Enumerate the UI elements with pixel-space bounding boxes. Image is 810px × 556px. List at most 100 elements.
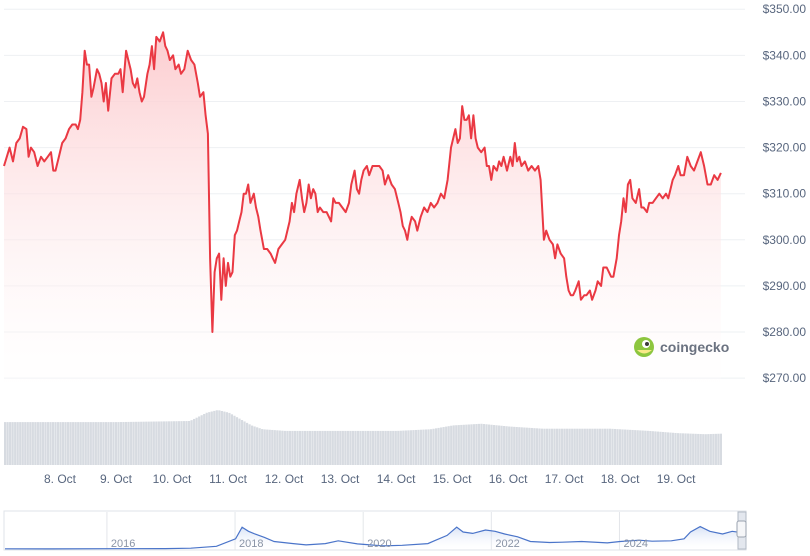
volume-bar	[215, 410, 218, 465]
volume-bar	[177, 421, 181, 465]
volume-bar	[31, 422, 34, 465]
volume-bar	[225, 412, 228, 465]
volume-bar	[634, 430, 637, 465]
volume-bar	[220, 410, 223, 465]
volume-bar	[251, 425, 254, 465]
range-navigator[interactable]: 2016 2018 2020 2022 2024	[3, 510, 747, 551]
volume-bar	[298, 430, 302, 465]
y-tick-label: $330.00	[763, 94, 807, 108]
price-area	[4, 32, 721, 393]
volume-bar	[586, 428, 589, 465]
volume-bar	[132, 421, 135, 465]
volume-bar	[573, 428, 576, 465]
volume-bar	[79, 422, 82, 465]
volume-bar	[498, 425, 501, 465]
navigator-tick-label: 2024	[623, 538, 647, 550]
volume-bar	[190, 420, 193, 465]
volume-bar	[692, 433, 695, 465]
y-tick-label: $320.00	[763, 141, 807, 155]
volume-bar	[618, 429, 622, 465]
volume-bar	[72, 422, 75, 465]
volume-bar	[195, 417, 198, 465]
volume-bar	[707, 434, 710, 465]
volume-bar	[41, 422, 45, 465]
volume-bar	[218, 410, 221, 465]
volume-bar	[452, 425, 455, 465]
volume-bar	[576, 428, 579, 465]
volume-bar	[263, 429, 266, 465]
volume-bar	[170, 421, 173, 465]
volume-bar	[697, 433, 700, 465]
volume-bar	[392, 430, 395, 465]
volume-bar	[208, 412, 211, 465]
volume-bar	[301, 430, 304, 465]
volume-bar	[89, 422, 92, 465]
volume-bar	[505, 426, 508, 465]
volume-bar	[230, 414, 234, 465]
volume-bar	[256, 427, 259, 465]
volume-bar	[681, 433, 685, 465]
volume-bar	[334, 430, 337, 465]
volume-bar	[77, 422, 80, 465]
volume-bar	[427, 429, 430, 465]
volume-bar	[558, 428, 561, 465]
volume-bar	[639, 430, 642, 465]
volume-bar	[424, 429, 428, 465]
volume-bar	[324, 430, 327, 465]
volume-bar	[364, 430, 367, 465]
volume-bar	[281, 430, 284, 465]
volume-bar	[172, 421, 176, 465]
volume-bar	[429, 429, 433, 465]
volume-bar	[543, 428, 546, 465]
volume-bar	[288, 430, 292, 465]
volume-bar	[379, 430, 382, 465]
volume-bar	[165, 421, 168, 465]
volume-bar	[588, 428, 591, 465]
volume-bar	[87, 422, 90, 465]
volume-bar	[674, 432, 677, 465]
x-tick-label: 11. Oct	[209, 472, 247, 486]
volume-bar	[238, 418, 241, 465]
volume-bar	[198, 416, 201, 465]
volume-bar	[412, 430, 415, 465]
volume-bar	[455, 425, 458, 465]
volume-bar	[712, 433, 715, 465]
volume-bar	[266, 429, 269, 465]
volume-bar	[578, 428, 581, 465]
volume-bar	[651, 431, 654, 465]
volume-bar	[243, 421, 246, 465]
x-tick-label: 14. Oct	[377, 472, 416, 486]
volume-bar	[616, 429, 619, 465]
volume-bar	[508, 426, 511, 465]
volume-bar	[432, 428, 435, 465]
volume-bar	[704, 434, 707, 465]
volume-bar	[339, 430, 342, 465]
volume-bar	[316, 430, 319, 465]
volume-bar	[92, 422, 95, 465]
volume-bar	[550, 428, 554, 465]
volume-bar	[11, 422, 14, 465]
x-tick-label: 18. Oct	[601, 472, 640, 486]
volume-bar	[359, 430, 362, 465]
volume-bar	[180, 421, 183, 465]
volume-bar	[480, 423, 483, 465]
volume-bar	[49, 422, 52, 465]
x-tick-label: 12. Oct	[265, 472, 304, 486]
volume-bar	[399, 430, 402, 465]
volume-bar	[157, 421, 160, 465]
volume-bar	[182, 421, 186, 465]
volume-bar	[117, 422, 120, 465]
volume-bar	[462, 424, 465, 465]
volume-bar	[500, 425, 503, 465]
volume-bar	[24, 422, 27, 465]
navigator-handle[interactable]	[736, 520, 747, 538]
volume-bar	[137, 421, 140, 465]
y-axis: $350.00 $340.00 $330.00 $320.00 $310.00 $300.…	[763, 2, 807, 385]
volume-bar	[621, 429, 624, 465]
volume-bar	[475, 424, 478, 465]
volume-bar	[566, 428, 569, 465]
volume-bar	[487, 424, 491, 465]
logo-wordmark: coingecko	[660, 339, 729, 355]
volume-bar	[67, 422, 70, 465]
volume-bar	[82, 422, 85, 465]
